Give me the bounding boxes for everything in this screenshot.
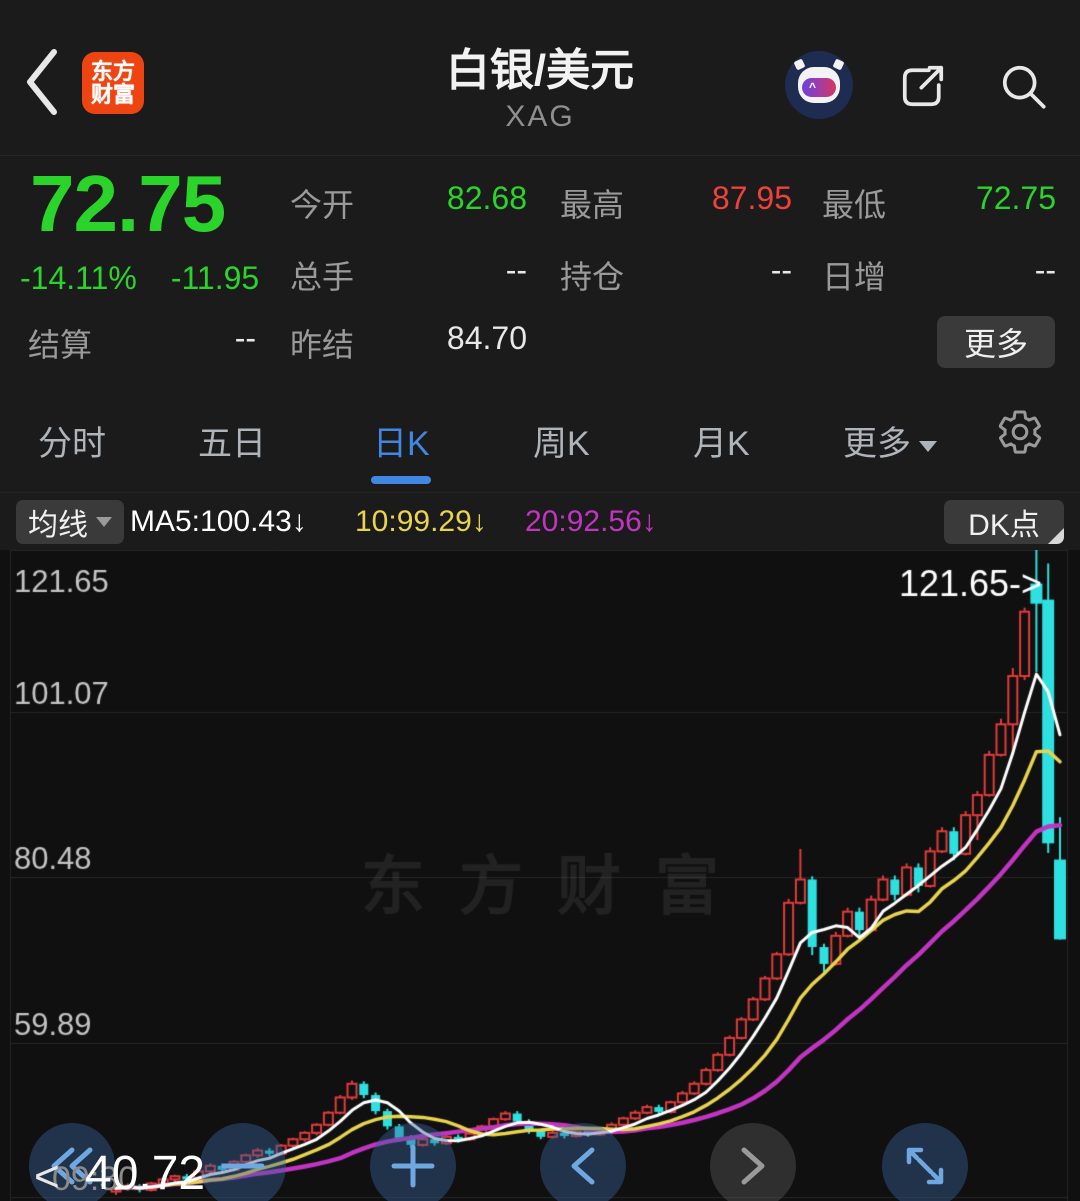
mascot-visor bbox=[802, 78, 836, 97]
pan-left-button[interactable] bbox=[540, 1123, 626, 1201]
chevron-down-icon bbox=[96, 517, 112, 527]
field-value: -- bbox=[505, 252, 527, 288]
tab-monthly-k[interactable]: 月K bbox=[693, 425, 750, 463]
candlestick-chart[interactable] bbox=[0, 550, 1080, 1201]
page-title: 白银/美元 bbox=[445, 46, 635, 95]
dk-point-label: DK点 bbox=[968, 509, 1040, 542]
eastmoney-logo[interactable]: 东方 财富 bbox=[82, 52, 144, 114]
field-value: 82.68 bbox=[446, 180, 527, 216]
change-percent: -14.11% bbox=[20, 260, 137, 296]
change-row: -14.11% -11.95 bbox=[20, 260, 259, 297]
gear-icon[interactable] bbox=[996, 408, 1044, 456]
field-value: 72.75 bbox=[975, 180, 1056, 216]
logo-text-1: 东方 bbox=[90, 58, 135, 84]
field-label: 最低 bbox=[822, 187, 887, 223]
field-label: 结算 bbox=[28, 327, 93, 363]
header: 东方 财富 白银/美元 XAG ^ bbox=[0, 0, 1080, 156]
period-tabbar: 分时 五日 日K 周K 月K 更多 bbox=[0, 392, 1080, 493]
ma-selector-label: 均线 bbox=[28, 509, 88, 542]
search-icon[interactable] bbox=[994, 57, 1052, 115]
back-icon[interactable] bbox=[22, 44, 62, 120]
field-volume: 总手 -- bbox=[290, 252, 527, 298]
active-tab-underline bbox=[371, 476, 431, 484]
chevron-down-icon bbox=[919, 440, 937, 452]
field-prev-settlement: 昨结 84.70 bbox=[290, 320, 527, 366]
pan-right-button[interactable] bbox=[710, 1123, 796, 1201]
change-value: -11.95 bbox=[170, 260, 260, 296]
symbol-code: XAG bbox=[505, 100, 575, 133]
tab-more[interactable]: 更多 bbox=[843, 416, 937, 465]
field-value: 87.95 bbox=[711, 180, 792, 216]
field-value: -- bbox=[770, 252, 792, 288]
tab-five-day[interactable]: 五日 bbox=[198, 425, 266, 463]
mascot-horn bbox=[793, 58, 806, 71]
ma-selector-button[interactable]: 均线 bbox=[16, 500, 124, 544]
field-label: 日增 bbox=[822, 259, 887, 295]
share-icon[interactable] bbox=[894, 57, 952, 115]
mascot-horn bbox=[832, 58, 845, 71]
ma5-value: MA5:100.43↓ bbox=[130, 505, 307, 538]
field-label: 总手 bbox=[290, 259, 355, 295]
field-daily-increase: 日增 -- bbox=[822, 252, 1056, 298]
field-value: -- bbox=[1034, 252, 1056, 288]
field-open-interest: 持仓 -- bbox=[560, 252, 792, 298]
more-button[interactable]: 更多 bbox=[937, 316, 1055, 368]
y-axis-bottom-label: 40.72 bbox=[85, 1147, 206, 1200]
ma10-value: 10:99.29↓ bbox=[355, 505, 487, 538]
field-open: 今开 82.68 bbox=[290, 180, 527, 226]
fast-rewind-button[interactable] bbox=[29, 1123, 115, 1201]
field-low: 最低 72.75 bbox=[822, 180, 1056, 226]
field-label: 最高 bbox=[560, 187, 625, 223]
zoom-in-button[interactable] bbox=[370, 1123, 456, 1201]
field-label: 今开 bbox=[290, 187, 355, 223]
assistant-mascot-icon[interactable]: ^ bbox=[785, 51, 853, 119]
tab-more-label: 更多 bbox=[843, 425, 911, 463]
clipped-time-label: 09:30 bbox=[52, 1160, 138, 1198]
tab-weekly-k[interactable]: 周K bbox=[533, 425, 590, 463]
field-value: -- bbox=[234, 320, 256, 356]
logo-text-2: 财富 bbox=[90, 82, 135, 107]
expand-button[interactable] bbox=[882, 1123, 968, 1201]
tab-daily-k[interactable]: 日K bbox=[373, 425, 430, 463]
pan-hint-glyph: < bbox=[34, 1152, 60, 1201]
indicator-bar: 均线 MA5:100.43↓ 10:99.29↓ 20:92.56↓ DK点 bbox=[0, 492, 1080, 550]
field-settlement: 结算 -- bbox=[28, 320, 256, 366]
field-label: 昨结 bbox=[290, 327, 355, 363]
field-label: 持仓 bbox=[560, 259, 625, 295]
corner-fold bbox=[1048, 528, 1064, 544]
mascot-eye: ^ bbox=[809, 80, 817, 94]
field-high: 最高 87.95 bbox=[560, 180, 792, 226]
last-price: 72.75 bbox=[30, 159, 226, 248]
tab-minute[interactable]: 分时 bbox=[38, 425, 106, 463]
ma20-value: 20:92.56↓ bbox=[525, 505, 657, 538]
zoom-out-button[interactable] bbox=[200, 1123, 286, 1201]
dk-point-button[interactable]: DK点 bbox=[944, 500, 1064, 544]
field-value: 84.70 bbox=[446, 320, 527, 356]
